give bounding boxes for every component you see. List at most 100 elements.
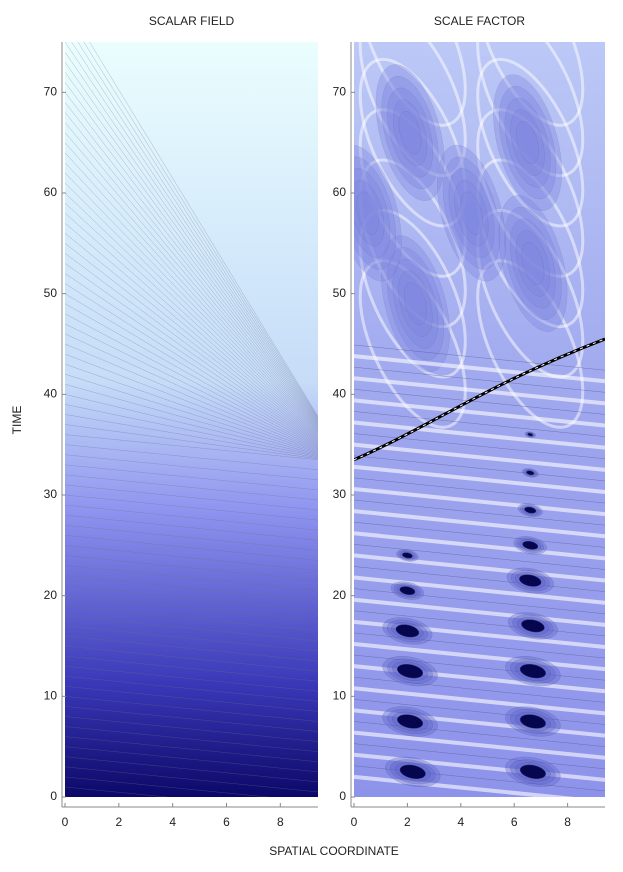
contour-line <box>65 726 318 752</box>
contour-line <box>354 610 605 637</box>
contour-line <box>65 283 318 445</box>
shock-front <box>354 338 605 461</box>
contour-line <box>71 42 318 420</box>
field-blob <box>442 156 501 270</box>
contour-line <box>354 699 605 725</box>
field-blob <box>527 433 533 437</box>
contour-line <box>354 632 605 659</box>
x-tick-label: 0 <box>62 815 69 829</box>
contour-line <box>65 152 318 432</box>
contour-line <box>65 51 318 422</box>
contour-line <box>65 756 318 783</box>
contour-line <box>65 665 318 692</box>
contour-line <box>65 444 318 470</box>
contour-line <box>65 776 270 797</box>
field-panel <box>354 42 605 797</box>
contour-line <box>65 514 318 541</box>
y-tick-label: 0 <box>339 789 346 803</box>
contour-line <box>65 142 318 431</box>
contour-line <box>65 92 318 426</box>
contour-line <box>65 555 318 581</box>
contour-line <box>65 414 318 458</box>
field-streak <box>354 619 605 649</box>
contour-line <box>65 333 318 450</box>
contour-line <box>89 42 318 417</box>
field-blob <box>510 109 545 176</box>
contour-line <box>65 786 169 797</box>
x-tick-label: 8 <box>277 815 284 829</box>
contour-line <box>65 172 318 434</box>
y-tick-label: 10 <box>333 689 347 703</box>
contour-line <box>354 411 605 437</box>
field-streak <box>354 553 605 583</box>
y-tick-label: 70 <box>333 85 347 99</box>
field-blob <box>519 664 546 679</box>
contour-line <box>65 82 318 425</box>
contour-line <box>65 374 318 454</box>
field-streak <box>354 531 605 561</box>
x-tick-label: 8 <box>564 815 571 829</box>
contour-line <box>354 366 605 393</box>
contour-line <box>65 454 318 481</box>
contour-line <box>65 202 318 437</box>
contour-line <box>65 212 318 438</box>
x-tick-label: 2 <box>404 815 411 829</box>
field-blob <box>526 470 535 476</box>
x-tick-label: 6 <box>223 815 230 829</box>
contour-line <box>354 544 605 570</box>
contour-line <box>354 521 605 548</box>
contour-line <box>354 477 605 504</box>
contour-line <box>65 223 318 439</box>
x-tick-label: 4 <box>169 815 176 829</box>
field-blob <box>519 764 546 779</box>
contour-line <box>65 535 318 561</box>
contour-line <box>65 615 318 642</box>
field-blob <box>392 258 439 349</box>
y-tick-label: 50 <box>44 286 58 300</box>
field-streak <box>354 442 605 472</box>
contour-line <box>65 686 318 712</box>
x-axis-label: SPATIAL COORDINATE <box>269 844 399 858</box>
field-blob <box>498 86 557 200</box>
field-blob <box>355 191 379 235</box>
field-blob <box>402 552 413 559</box>
contour-line <box>65 132 318 430</box>
field-streak <box>354 597 605 627</box>
contour-line <box>65 424 318 459</box>
field-blob <box>354 144 402 282</box>
contour-line <box>65 323 318 449</box>
y-tick-label: 30 <box>44 487 58 501</box>
contour-line <box>83 42 318 418</box>
field-blob <box>398 110 422 155</box>
contour-line <box>354 654 605 681</box>
field-blob <box>399 586 416 595</box>
field-blob <box>381 235 450 372</box>
field-blob <box>386 247 445 361</box>
contour-line <box>65 253 318 442</box>
x-tick-label: 2 <box>115 815 122 829</box>
field-blob <box>454 179 489 247</box>
contour-line <box>65 61 318 423</box>
x-tick-label: 0 <box>351 815 358 829</box>
field-blob <box>397 714 424 729</box>
y-tick-label: 30 <box>333 487 347 501</box>
chart-title: SCALAR FIELD <box>149 14 235 28</box>
contour-line <box>65 766 318 793</box>
contour-line <box>65 585 318 611</box>
field-blob <box>387 87 433 178</box>
field-streak <box>354 686 605 716</box>
x-tick-label: 6 <box>511 815 518 829</box>
y-tick-label: 0 <box>50 789 57 803</box>
chart-title: SCALE FACTOR <box>434 14 525 28</box>
field-blob <box>521 619 545 633</box>
contour-line <box>65 343 318 451</box>
contour-line <box>354 676 605 703</box>
y-axis-label: TIME <box>10 406 24 435</box>
field-streak <box>354 730 605 760</box>
contour-line <box>65 655 318 682</box>
field-blob <box>519 714 546 729</box>
contour-line <box>65 464 318 491</box>
field-streak <box>354 708 605 738</box>
contour-line <box>65 112 318 428</box>
